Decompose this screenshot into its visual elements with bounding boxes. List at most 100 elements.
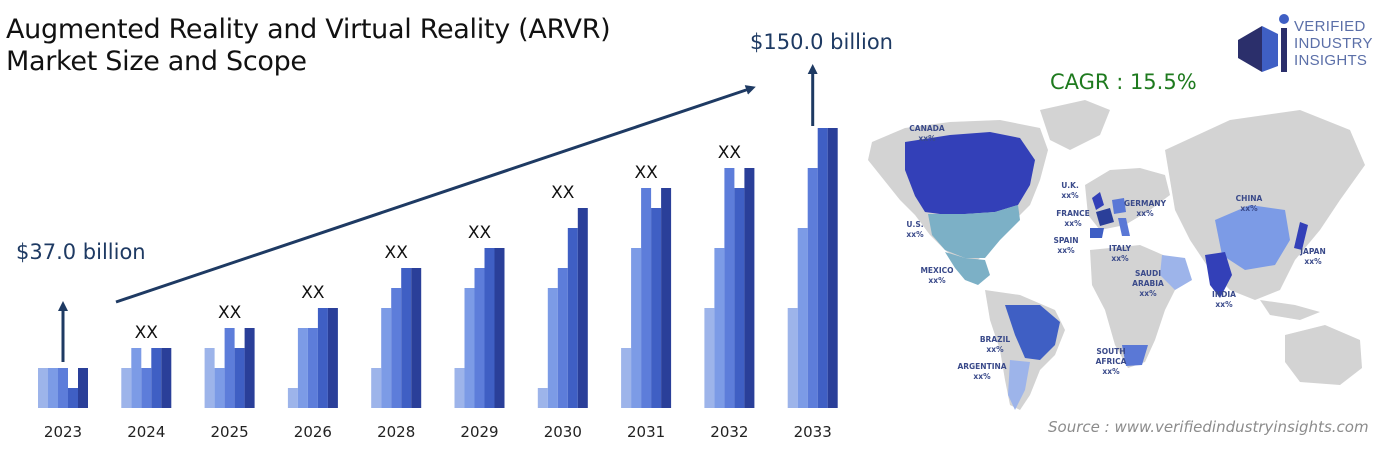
map-country-labels: CANADA xx% U.K. xx% GERMANY xx% FRANCE xx% CHINA…	[906, 124, 1325, 381]
map-label-mexico: MEXICO xx%	[920, 266, 953, 285]
bar-2031-s3	[641, 188, 652, 408]
bar-2028-s2	[381, 308, 392, 408]
bar-2032-s1	[704, 308, 715, 408]
map-france	[1096, 208, 1114, 226]
data-label-2025: XX	[218, 303, 242, 323]
bar-2033-s4	[817, 128, 828, 408]
map-label-saudi-arabia: SAUDI ARABIA xx%	[1132, 269, 1164, 298]
bar-2028-s4	[401, 268, 412, 408]
x-tick-2024: 2024	[127, 423, 165, 441]
bar-series-group	[38, 128, 838, 408]
bar-2030-s2	[547, 288, 558, 408]
map-label-u-k-: U.K. xx%	[1061, 181, 1079, 200]
bar-2030-s4	[567, 228, 578, 408]
bar-2028-s5	[411, 268, 422, 408]
bar-2028-s1	[371, 368, 382, 408]
data-label-2029: XX	[468, 223, 492, 243]
trend-arrows	[58, 64, 818, 362]
bar-2029-s3	[474, 268, 485, 408]
bar-2023-s3	[58, 368, 68, 408]
x-tick-2025: 2025	[211, 423, 249, 441]
bar-2023-s2	[48, 368, 58, 408]
map-uk	[1092, 192, 1104, 210]
bar-2025-s1	[204, 348, 215, 408]
bar-2030-s1	[537, 388, 548, 408]
bar-2032-s5	[744, 168, 755, 408]
map-india	[1205, 252, 1232, 298]
logo-line-2: INDUSTRY	[1294, 35, 1373, 52]
bar-2029-s4	[484, 248, 495, 408]
bar-2025-s3	[224, 328, 235, 408]
map-label-france: FRANCE xx%	[1056, 209, 1090, 228]
map-label-italy: ITALY xx%	[1109, 244, 1132, 263]
map-italy	[1118, 218, 1130, 236]
bar-2033-s2	[797, 228, 808, 408]
x-tick-2031: 2031	[627, 423, 665, 441]
map-label-india: INDIA xx%	[1212, 290, 1236, 309]
chart-text-labels: 2023 2024 XX 2025 XX 2026 XX 2028 XX 2029 XX 2030 XX…	[16, 30, 893, 441]
map-label-u-s-: U.S. xx%	[906, 220, 924, 239]
title-line-2: Market Size and Scope	[6, 46, 307, 77]
map-greenland	[1040, 100, 1110, 150]
map-germany	[1112, 198, 1126, 214]
bar-2031-s5	[661, 188, 672, 408]
bar-2026-s5	[327, 308, 338, 408]
world-map	[868, 100, 1365, 410]
bar-2025-s4	[234, 348, 245, 408]
logo-line-1: VERIFIED	[1294, 18, 1366, 35]
bar-2030-s5	[577, 208, 588, 408]
bar-2024-s5	[161, 348, 172, 408]
bar-2026-s1	[287, 388, 298, 408]
bar-2030-s3	[557, 268, 568, 408]
bar-2033-s1	[787, 308, 798, 408]
map-japan	[1294, 222, 1308, 250]
map-label-spain: SPAIN xx%	[1053, 236, 1078, 255]
bar-2031-s2	[631, 248, 642, 408]
end-value-annotation: $150.0 billion	[750, 30, 893, 54]
brand-logo: VERIFIED INDUSTRY INSIGHTS	[1232, 10, 1397, 82]
map-label-japan: JAPAN xx%	[1299, 247, 1326, 266]
bar-2029-s1	[454, 368, 465, 408]
map-mexico	[945, 252, 990, 285]
x-tick-2023: 2023	[44, 423, 82, 441]
bar-2023-s5	[78, 368, 88, 408]
map-china	[1215, 205, 1290, 270]
bar-2028-s3	[391, 288, 402, 408]
bar-2033-s3	[807, 168, 818, 408]
map-argentina	[1008, 360, 1030, 410]
bar-2024-s1	[121, 368, 132, 408]
x-tick-2028: 2028	[377, 423, 415, 441]
bar-2025-s5	[244, 328, 255, 408]
bar-2032-s3	[724, 168, 735, 408]
x-tick-2032: 2032	[710, 423, 748, 441]
bar-2032-s4	[734, 188, 745, 408]
bar-2023-s4	[68, 388, 78, 408]
data-label-2030: XX	[551, 183, 575, 203]
bar-2024-s2	[131, 348, 142, 408]
bar-2026-s4	[317, 308, 328, 408]
bar-2032-s2	[714, 248, 725, 408]
logo-text: VERIFIED INDUSTRY INSIGHTS	[1294, 18, 1373, 69]
map-label-germany: GERMANY xx%	[1124, 199, 1167, 218]
bar-2031-s1	[621, 348, 632, 408]
data-label-2028: XX	[385, 243, 409, 263]
data-label-2024: XX	[135, 323, 159, 343]
bar-2031-s4	[651, 208, 662, 408]
map-label-south-africa: SOUTH AFRICA xx%	[1096, 347, 1127, 376]
logo-line-3: INSIGHTS	[1294, 52, 1368, 69]
growth-trend-arrow	[115, 85, 756, 304]
x-tick-2029: 2029	[460, 423, 498, 441]
map-brazil	[1005, 305, 1060, 360]
map-saudi-arabia	[1160, 255, 1192, 290]
map-label-china: CHINA xx%	[1236, 194, 1263, 213]
bar-2029-s5	[494, 248, 505, 408]
start-value-annotation: $37.0 billion	[16, 240, 146, 264]
map-us	[928, 205, 1020, 258]
map-africa	[1090, 245, 1180, 368]
map-asia	[1165, 110, 1365, 300]
map-canada	[905, 132, 1035, 214]
bar-2025-s2	[214, 368, 225, 408]
x-tick-2026: 2026	[294, 423, 332, 441]
bar-2026-s3	[307, 328, 318, 408]
